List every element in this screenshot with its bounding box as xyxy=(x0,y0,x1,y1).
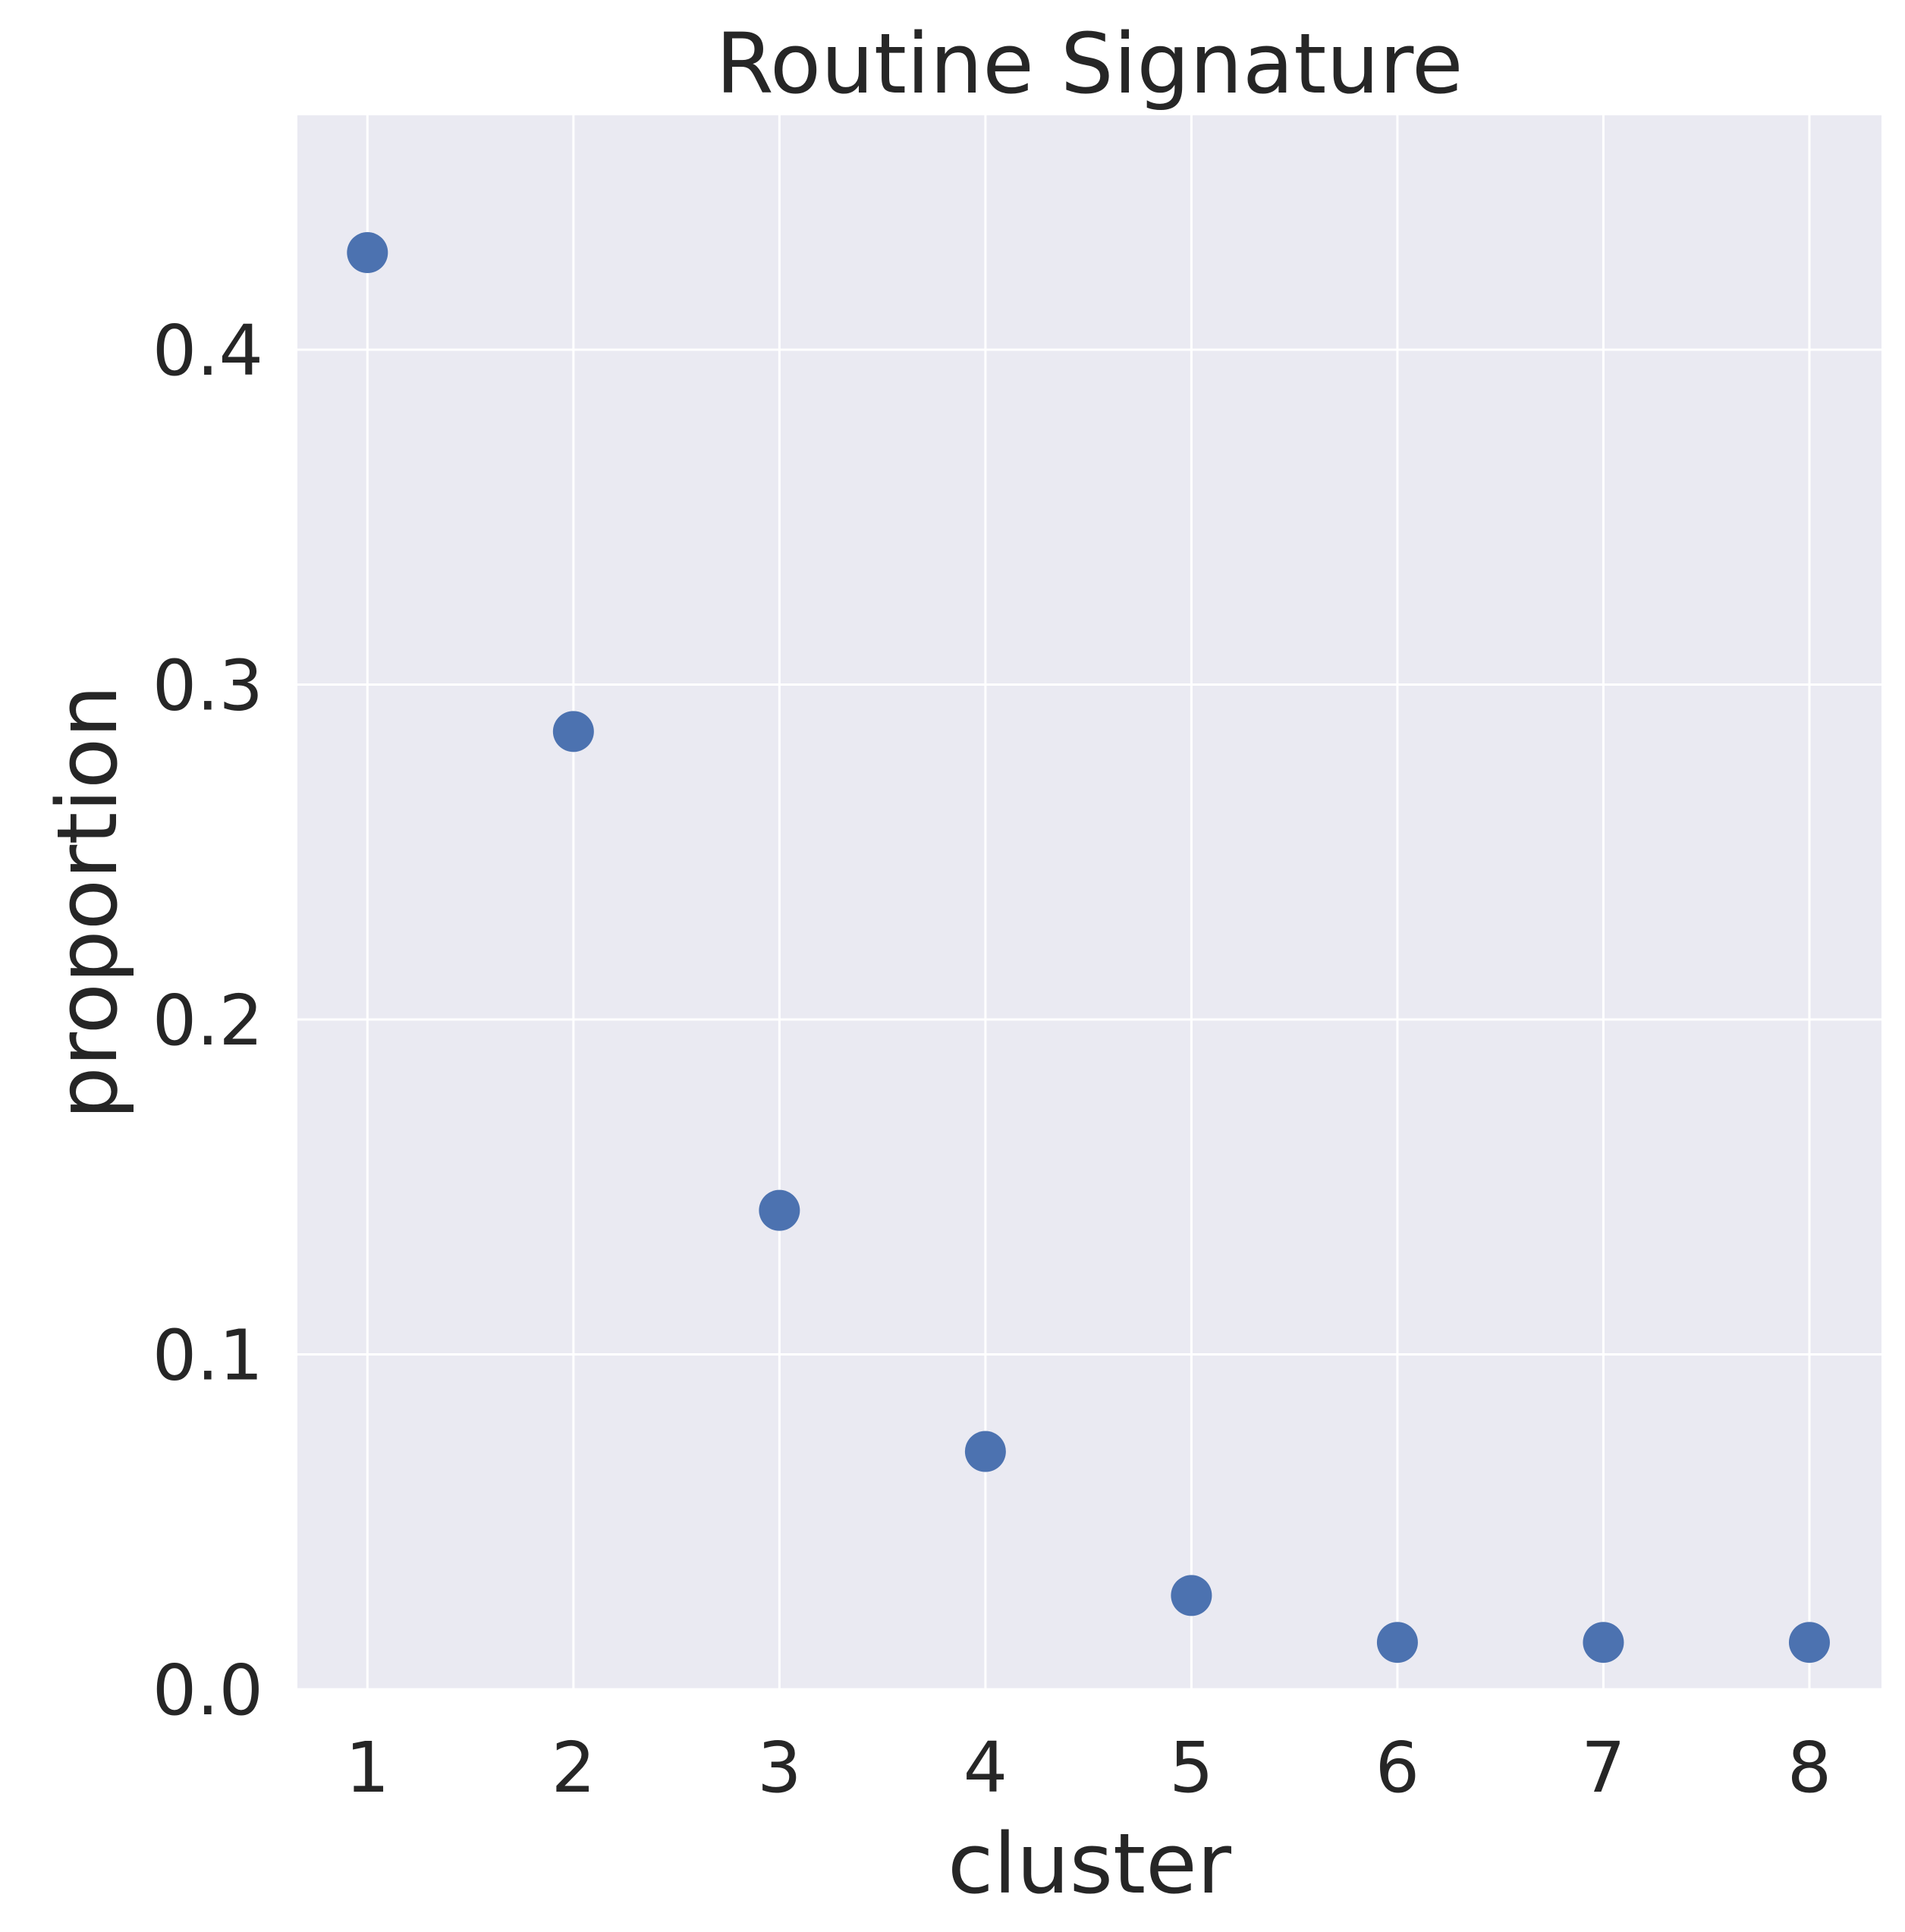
x-tick-label: 6 xyxy=(1375,1727,1420,1808)
x-axis-label: cluster xyxy=(948,1815,1232,1912)
grid-lines xyxy=(297,115,1881,1691)
data-point xyxy=(1171,1575,1212,1616)
y-tick-label: 0.3 xyxy=(152,646,263,727)
y-tick-label: 0.2 xyxy=(152,980,263,1061)
chart-title: Routine Signature xyxy=(715,15,1463,112)
y-axis-label: proportion xyxy=(39,685,136,1120)
x-tick-label: 7 xyxy=(1581,1727,1626,1808)
x-tick-label: 4 xyxy=(964,1727,1008,1808)
x-tick-label: 3 xyxy=(757,1727,802,1808)
y-tick-label: 0.0 xyxy=(152,1650,263,1731)
y-tick-label: 0.4 xyxy=(152,310,263,391)
data-point xyxy=(347,232,388,274)
x-tick-label: 1 xyxy=(345,1727,390,1808)
x-tick-label: 2 xyxy=(552,1727,596,1808)
data-points xyxy=(347,232,1830,1663)
y-tick-label: 0.1 xyxy=(152,1315,263,1396)
x-tick-label: 5 xyxy=(1169,1727,1214,1808)
data-point xyxy=(1583,1622,1624,1663)
data-point xyxy=(1376,1622,1418,1663)
data-point xyxy=(964,1431,1006,1472)
data-point xyxy=(552,711,594,752)
y-tick-labels: 0.0 0.1 0.2 0.3 0.4 xyxy=(152,310,263,1731)
data-point xyxy=(1788,1622,1830,1663)
plot-area xyxy=(297,115,1881,1689)
x-tick-label: 8 xyxy=(1787,1727,1832,1808)
data-point xyxy=(759,1189,800,1231)
x-tick-labels: 1 2 3 4 5 6 7 8 xyxy=(345,1727,1831,1808)
